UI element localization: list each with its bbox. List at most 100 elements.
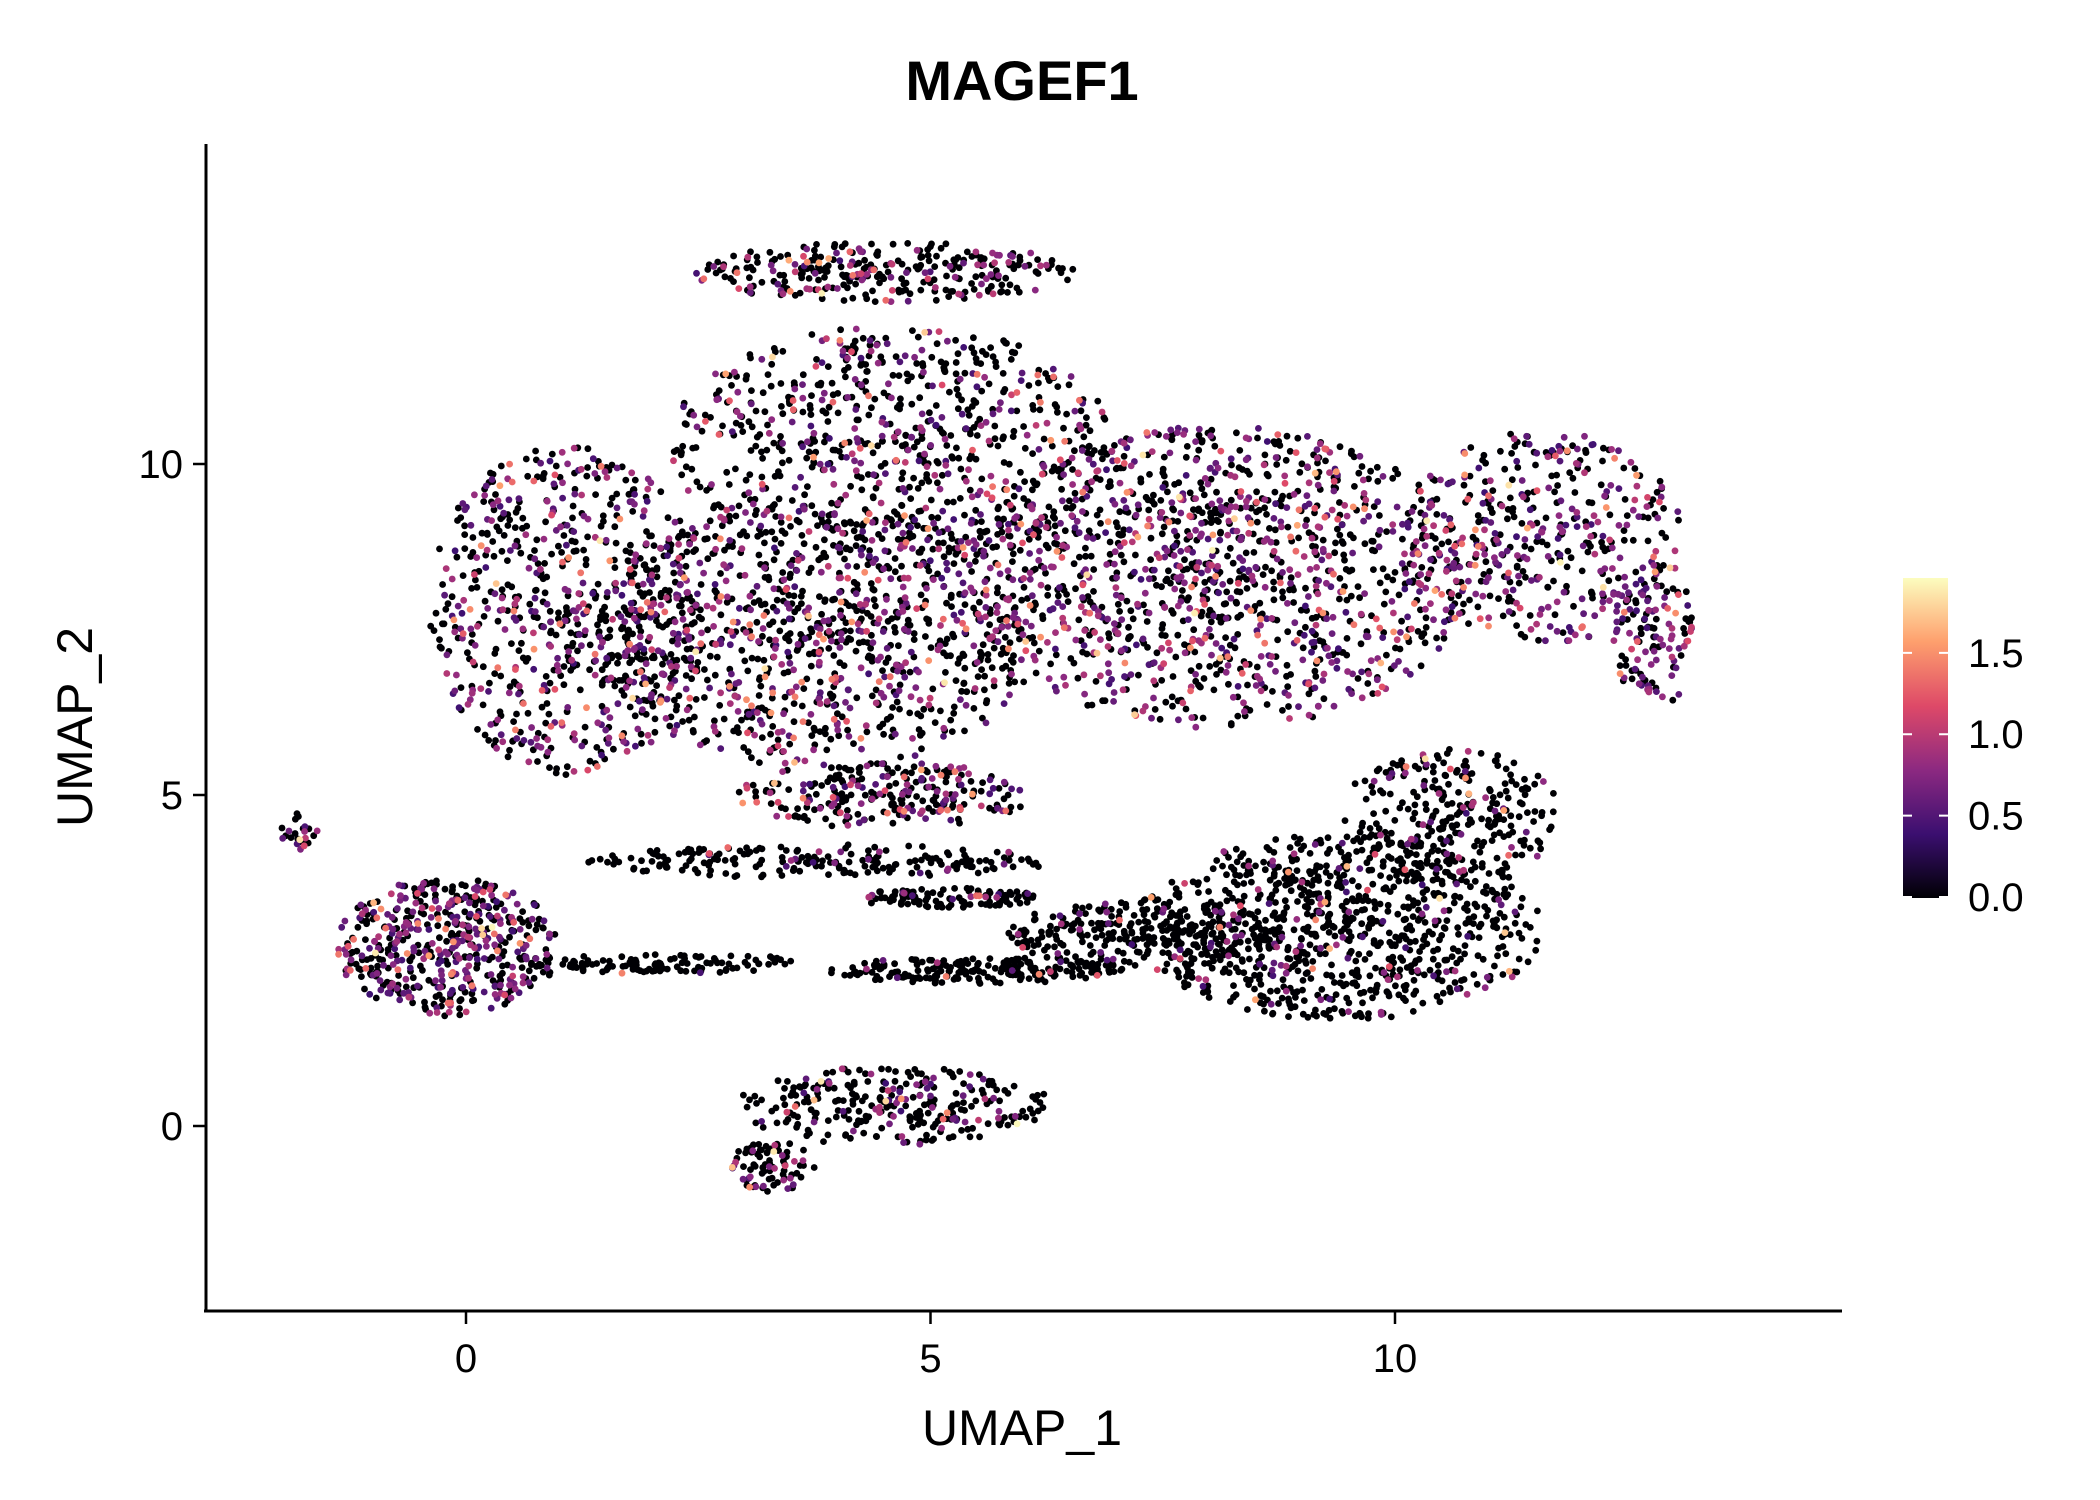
cell-point bbox=[896, 681, 904, 689]
cell-point bbox=[1491, 757, 1499, 765]
cell-point bbox=[854, 810, 862, 818]
cell-point bbox=[896, 705, 903, 713]
cell-point bbox=[943, 442, 951, 449]
cell-point bbox=[692, 696, 700, 703]
cell-point bbox=[489, 470, 497, 478]
cell-point bbox=[1351, 780, 1359, 788]
cell-point bbox=[1620, 464, 1628, 472]
cell-point bbox=[1219, 862, 1226, 870]
cell-point bbox=[456, 1005, 463, 1012]
cell-point bbox=[1205, 888, 1212, 895]
cell-point bbox=[752, 511, 759, 518]
cell-point bbox=[745, 418, 753, 426]
cell-point bbox=[1454, 766, 1461, 774]
cell-point bbox=[1094, 919, 1102, 927]
cell-point bbox=[1293, 988, 1301, 996]
cell-point bbox=[711, 587, 719, 594]
cell-point bbox=[1623, 512, 1631, 519]
cell-point bbox=[532, 586, 540, 594]
cell-point bbox=[552, 631, 560, 639]
cell-point bbox=[818, 782, 826, 789]
cell-point bbox=[1325, 929, 1333, 936]
cell-point bbox=[1597, 481, 1605, 489]
cell-point bbox=[938, 979, 946, 986]
cell-point bbox=[1395, 591, 1403, 599]
cell-point bbox=[1357, 989, 1364, 997]
cell-point bbox=[631, 712, 639, 720]
cell-point bbox=[1295, 534, 1302, 542]
cell-point bbox=[1068, 968, 1076, 976]
cell-point bbox=[1270, 578, 1277, 586]
cell-point bbox=[1443, 917, 1451, 924]
cell-point bbox=[660, 853, 667, 860]
cell-point bbox=[1117, 551, 1125, 559]
cell-point bbox=[1091, 926, 1098, 934]
cell-point bbox=[1358, 906, 1366, 914]
cell-point bbox=[1294, 434, 1302, 442]
cell-point bbox=[473, 584, 481, 591]
cell-point bbox=[598, 607, 606, 615]
cell-point bbox=[1014, 939, 1022, 947]
cell-point bbox=[961, 511, 968, 519]
cell-point bbox=[1447, 988, 1454, 996]
cell-point bbox=[777, 804, 785, 811]
cell-point bbox=[439, 581, 446, 588]
cell-point bbox=[1251, 985, 1258, 993]
cell-point bbox=[850, 740, 857, 747]
cell-point bbox=[1238, 956, 1246, 963]
cell-point bbox=[586, 641, 594, 649]
cell-point bbox=[1488, 509, 1496, 516]
cell-point bbox=[1347, 592, 1355, 600]
cell-point bbox=[1302, 970, 1310, 977]
cell-point bbox=[1273, 987, 1281, 995]
cell-point bbox=[805, 569, 813, 576]
cell-point bbox=[491, 650, 499, 657]
cell-point bbox=[961, 901, 969, 909]
cell-point bbox=[1620, 536, 1628, 544]
cell-point bbox=[762, 528, 770, 536]
cell-point bbox=[1464, 821, 1472, 828]
cell-point bbox=[793, 516, 801, 524]
cell-point bbox=[940, 539, 947, 547]
cell-point bbox=[1186, 489, 1194, 497]
cell-point bbox=[768, 694, 776, 702]
cell-point bbox=[1190, 626, 1198, 634]
cell-point bbox=[638, 857, 645, 865]
cell-point bbox=[682, 463, 690, 471]
cell-point bbox=[1254, 908, 1262, 916]
cell-point bbox=[1357, 640, 1365, 648]
cell-point bbox=[1470, 971, 1478, 978]
cell-point bbox=[1015, 342, 1023, 349]
cell-point bbox=[551, 931, 559, 938]
cell-point bbox=[852, 647, 860, 655]
cell-point bbox=[1447, 609, 1455, 616]
cell-point bbox=[1122, 903, 1130, 911]
cell-point bbox=[1144, 947, 1152, 955]
cell-point bbox=[915, 726, 923, 733]
cell-point bbox=[1526, 844, 1534, 852]
cell-point bbox=[1551, 611, 1559, 619]
cell-point bbox=[1054, 383, 1062, 390]
cell-point bbox=[950, 703, 958, 711]
cell-point bbox=[886, 973, 893, 980]
cell-point bbox=[824, 363, 832, 370]
cell-point bbox=[1222, 634, 1229, 641]
cell-point bbox=[1203, 875, 1211, 883]
cell-point bbox=[1195, 446, 1203, 454]
cell-point bbox=[1147, 534, 1155, 542]
cell-point bbox=[1017, 468, 1024, 476]
cell-point bbox=[1408, 968, 1416, 976]
cell-point bbox=[994, 505, 1002, 513]
cell-point bbox=[1082, 974, 1090, 982]
cell-point bbox=[946, 388, 953, 396]
cell-point bbox=[1015, 893, 1022, 900]
cell-point bbox=[1606, 511, 1614, 519]
cell-point bbox=[1471, 877, 1479, 885]
cell-point bbox=[494, 617, 502, 625]
cell-point bbox=[636, 967, 644, 975]
cell-point bbox=[1245, 857, 1253, 865]
cell-point bbox=[469, 534, 477, 541]
cell-point bbox=[584, 533, 591, 541]
cell-point bbox=[1434, 857, 1441, 865]
cell-point bbox=[1257, 992, 1265, 1000]
